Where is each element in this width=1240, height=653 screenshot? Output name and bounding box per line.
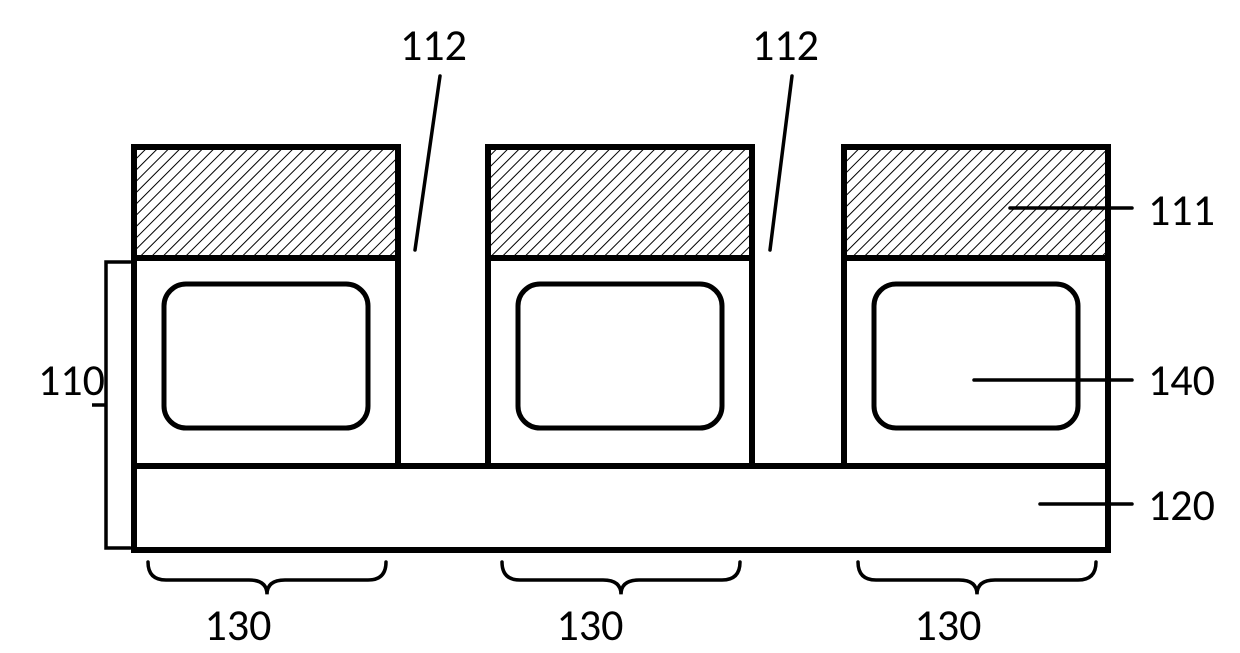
underbrace-130-1 bbox=[502, 562, 740, 594]
label-120: 120 bbox=[1148, 478, 1215, 532]
hatched-top-111-2 bbox=[844, 147, 1108, 258]
label-130-b: 130 bbox=[557, 598, 624, 652]
underbrace-130-0 bbox=[148, 562, 386, 594]
hatched-top-111-1 bbox=[488, 147, 752, 258]
bracket-110 bbox=[106, 262, 130, 548]
label-110: 110 bbox=[38, 353, 105, 407]
leader-112-left bbox=[415, 76, 440, 250]
label-130-a: 130 bbox=[205, 598, 272, 652]
inner-region-140-2 bbox=[874, 284, 1078, 428]
base-layer-120 bbox=[134, 466, 1108, 550]
label-112-right: 112 bbox=[752, 18, 819, 72]
label-111: 111 bbox=[1148, 183, 1215, 237]
hatched-top-111-0 bbox=[134, 147, 398, 258]
label-112-left: 112 bbox=[400, 18, 467, 72]
leader-112-right bbox=[770, 76, 792, 250]
underbrace-130-2 bbox=[858, 562, 1096, 594]
inner-region-140-0 bbox=[164, 284, 368, 428]
inner-region-140-1 bbox=[518, 284, 722, 428]
label-140: 140 bbox=[1148, 353, 1215, 407]
label-130-c: 130 bbox=[915, 598, 982, 652]
